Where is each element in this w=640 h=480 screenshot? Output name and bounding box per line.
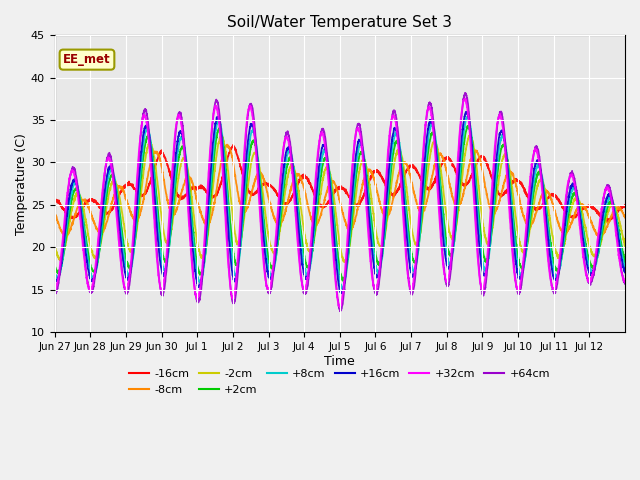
Title: Soil/Water Temperature Set 3: Soil/Water Temperature Set 3	[227, 15, 452, 30]
Y-axis label: Temperature (C): Temperature (C)	[15, 133, 28, 235]
Text: EE_met: EE_met	[63, 53, 111, 66]
Legend: -16cm, -8cm, -2cm, +2cm, +8cm, +16cm, +32cm, +64cm: -16cm, -8cm, -2cm, +2cm, +8cm, +16cm, +3…	[125, 365, 555, 399]
X-axis label: Time: Time	[324, 355, 355, 368]
